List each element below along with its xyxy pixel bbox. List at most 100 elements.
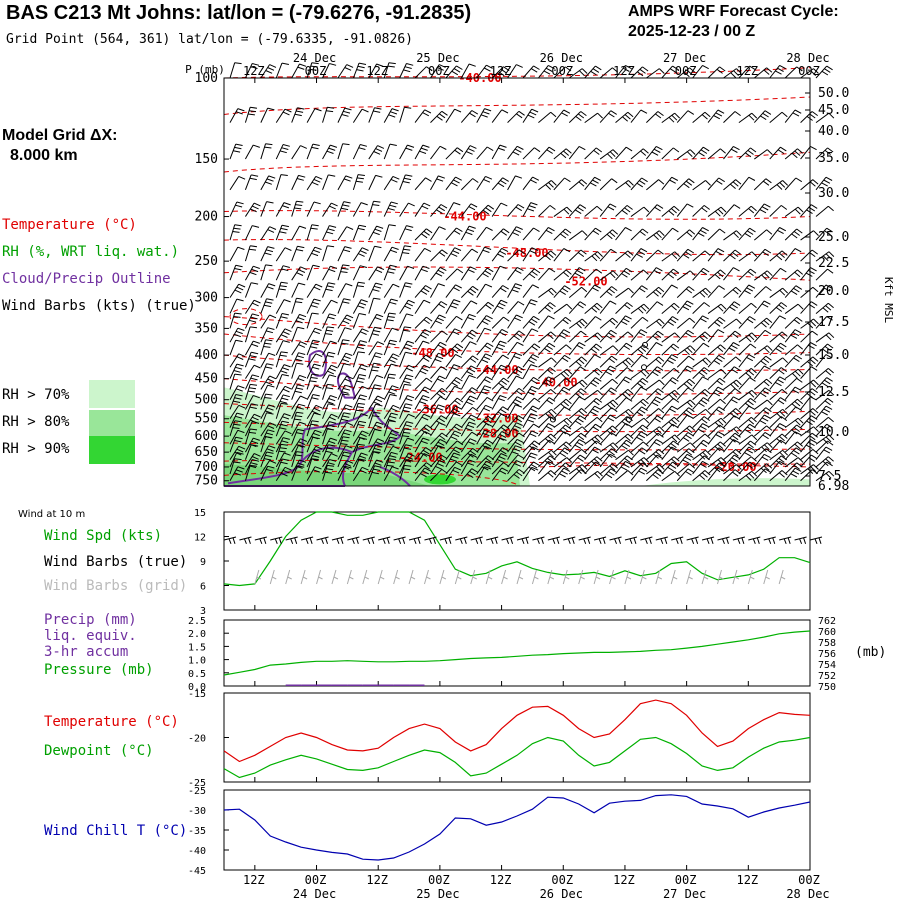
wind-barb: [599, 463, 619, 475]
wind-barb: [738, 377, 756, 390]
wind-barb: [337, 264, 350, 281]
wind-barb: [646, 464, 665, 475]
wind-barb: [522, 423, 540, 437]
wind-barb: [723, 408, 742, 420]
wind-barb: [352, 385, 369, 400]
wind-barb: [645, 204, 664, 217]
wind-barb: [815, 251, 835, 262]
wind-barb: [229, 108, 245, 123]
wind-barb: [538, 423, 555, 437]
wind-barb: [383, 108, 399, 123]
wind-barb: [337, 175, 353, 191]
wind-barb: [445, 446, 462, 460]
pressure-tick-label: 550: [195, 412, 218, 427]
wind-barb: [352, 452, 368, 468]
wind-barb: [260, 363, 274, 379]
wind-barb: [399, 202, 415, 217]
wind-chill-panel-y-tick: -30: [188, 806, 206, 817]
height-tick-label: 20.0: [818, 284, 849, 299]
pressure-right-tick: 760: [818, 627, 836, 638]
wind-barb: [553, 329, 571, 343]
wind-barb: [568, 469, 587, 482]
wind-barb: [445, 328, 462, 343]
wind-barb: [337, 412, 351, 428]
wind-barb: [599, 414, 617, 428]
wind-barb: [553, 441, 572, 453]
wind-barb: [769, 227, 787, 241]
wind-barb: [738, 389, 758, 401]
wind-barb: [723, 448, 742, 461]
precip-panel-y-tick: 1.0: [188, 656, 206, 667]
wind-barb: [260, 404, 276, 419]
wind-barb: [352, 62, 367, 79]
cloud-outline: [336, 372, 357, 399]
wind-barb: [630, 467, 648, 482]
wind-barb: [244, 428, 258, 445]
pressure-axis-title: P (mb): [185, 63, 225, 76]
wind-barb: [646, 286, 665, 298]
wind-barb: [352, 374, 367, 390]
wind-barb: [229, 412, 244, 428]
temperature-line: [223, 699, 811, 763]
wind-barb: [460, 225, 476, 241]
wind-barb: [322, 383, 335, 400]
wind-barb: [615, 250, 634, 262]
wind-barb: [599, 203, 617, 217]
wind-barb: [522, 376, 540, 390]
wind-barb: [723, 145, 740, 160]
wind-barb: [784, 329, 802, 343]
wind-barb: [615, 204, 633, 217]
surface-barb-true: [501, 536, 514, 544]
wind-barb: [430, 204, 448, 217]
cloud-outline: [308, 350, 328, 377]
precip-bar: [285, 684, 302, 686]
wind-barb: [522, 328, 539, 343]
surface-barb-grid: [547, 569, 555, 585]
wind-barb: [368, 200, 381, 217]
wind-barb: [661, 227, 679, 241]
temperature-panel-y-tick: -15: [188, 689, 206, 700]
wind-barb: [538, 146, 556, 160]
wind-barb: [306, 373, 319, 390]
wind-barb: [306, 327, 322, 343]
wind-barb: [491, 437, 507, 453]
wind-barb: [584, 440, 603, 453]
top-time-tick: 00Z: [675, 64, 697, 78]
wind-barb: [337, 460, 354, 475]
wind-barb: [692, 227, 709, 241]
wind-barb: [676, 248, 695, 262]
wind-barb: [769, 470, 788, 482]
wind-barb: [707, 177, 725, 191]
wind-barb: [676, 453, 694, 468]
wind-barb: [676, 286, 695, 298]
wind-barb: [553, 457, 573, 468]
wind-barb: [769, 180, 789, 191]
wind-barb: [615, 111, 634, 123]
wind-barb: [738, 354, 756, 368]
wind-barb: [414, 299, 431, 314]
wind-barb: [692, 180, 711, 191]
wind-barb: [522, 430, 539, 445]
wind-barb: [568, 388, 587, 401]
wind-barb: [244, 282, 259, 298]
wind-barb: [399, 63, 414, 79]
surface-barb-true: [455, 536, 468, 544]
wind-barb: [491, 453, 508, 468]
wind-barb: [291, 266, 308, 281]
wind-barb: [430, 375, 446, 390]
wind-barb: [260, 143, 273, 160]
wind-barb: [538, 449, 557, 461]
wind-barb: [538, 331, 557, 343]
wind-barb: [430, 366, 448, 379]
wind-barb: [754, 149, 773, 160]
surface-barb-true: [347, 536, 360, 544]
wind-barb: [430, 422, 446, 437]
wind-barb: [507, 352, 523, 368]
wind-barb: [815, 461, 833, 475]
surface-barb-true: [763, 536, 776, 544]
wind-barb: [661, 470, 681, 482]
wind-barb: [707, 354, 725, 368]
wind-barb: [599, 300, 617, 314]
wind-barb: [322, 428, 335, 445]
wind-barb: [260, 460, 277, 475]
